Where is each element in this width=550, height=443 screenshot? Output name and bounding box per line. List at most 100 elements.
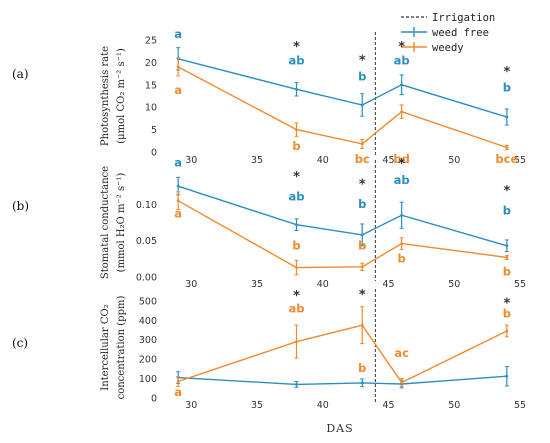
significance-letter: b [358, 238, 366, 252]
y-axis-title-line2: (μmol CO₂ m⁻² s⁻¹) [116, 48, 127, 144]
data-point [400, 110, 404, 114]
significance-letter: b [358, 197, 366, 211]
series-line [178, 375, 507, 386]
significance-star: * [293, 170, 300, 185]
y-tick-label: 200 [139, 355, 157, 366]
x-tick-label: 30 [185, 155, 197, 166]
data-point [360, 142, 364, 146]
significance-letter: a [174, 83, 182, 97]
significance-letter: ab [394, 173, 410, 187]
significance-letter: bc [355, 152, 370, 166]
legend-weedy-label: weedy [432, 42, 464, 54]
data-point [360, 265, 364, 269]
y-tick-label: 0.05 [136, 236, 157, 247]
x-tick-label: 35 [251, 279, 263, 290]
series-line [177, 185, 508, 247]
significance-letter: b [292, 238, 300, 252]
significance-letter: b [358, 361, 366, 375]
significance-letter: b [503, 306, 511, 320]
data-point [505, 255, 509, 259]
x-tick-label: 30 [185, 279, 197, 290]
significance-letter: b [358, 69, 366, 83]
data-point [505, 115, 509, 119]
series-line [177, 58, 508, 118]
x-tick-label: 50 [448, 279, 460, 290]
y-tick-label: 0.10 [136, 200, 157, 211]
significance-letter: b [503, 265, 511, 279]
y-tick-label: 10 [145, 103, 157, 114]
data-point [360, 381, 364, 385]
significance-letter: ab [394, 54, 410, 68]
y-tick-label: 15 [145, 80, 157, 91]
y-tick-label: 5 [151, 125, 157, 136]
x-tick-label: 55 [514, 279, 526, 290]
data-point [505, 146, 509, 149]
data-point [400, 242, 404, 245]
data-point [176, 65, 180, 69]
panel-b: (b) Stomatal conductance (mmol H₂O m⁻² s⁻¹… [12, 156, 526, 290]
significance-star: * [398, 40, 405, 55]
significance-star: * [359, 288, 366, 303]
x-tick-label: 55 [514, 400, 526, 411]
data-point [505, 244, 509, 248]
panel-a: (a) Photosynthesis rate (μmol CO₂ m⁻² s⁻¹)… [12, 27, 526, 166]
significance-star: * [359, 177, 366, 192]
data-point [400, 213, 404, 217]
data-point [176, 184, 180, 188]
x-tick-label: 30 [185, 400, 197, 411]
y-axis-title-line2: concentration (ppm) [116, 296, 127, 400]
series-line [177, 200, 507, 269]
significance-letter: a [174, 206, 182, 220]
data-point [400, 381, 404, 384]
significance-star: * [359, 54, 366, 69]
y-tick-label: 300 [139, 335, 157, 346]
x-tick-label: 40 [317, 400, 329, 411]
y-tick-label: 25 [145, 36, 157, 47]
significance-letter: a [174, 385, 182, 399]
x-tick-label: 35 [251, 155, 263, 166]
x-tick-label: 55 [514, 155, 526, 166]
data-point [295, 87, 298, 91]
x-tick-label: 45 [382, 279, 394, 290]
x-tick-label: 40 [317, 155, 329, 166]
series-line [177, 66, 508, 149]
y-tick-label: 400 [139, 316, 157, 327]
y-tick-label: 0 [151, 148, 157, 159]
legend-weed-free-label: weed free [432, 27, 489, 39]
data-point [295, 223, 298, 227]
x-tick-label: 40 [317, 279, 329, 290]
y-tick-label: 0.00 [136, 273, 157, 284]
y-axis-title-line1: Stomatal conductance [100, 166, 111, 279]
data-point [400, 83, 404, 87]
significance-letter: b [503, 204, 511, 218]
x-tick-label: 45 [382, 400, 394, 411]
significance-star: * [503, 65, 510, 80]
panel-c: (c) Intercellular CO₂ concentration (ppm) 0… [12, 288, 526, 411]
series-line [177, 324, 508, 384]
significance-letter: bd [393, 152, 409, 166]
significance-letter: ac [394, 346, 409, 360]
data-point [360, 233, 364, 237]
significance-letter: b [398, 251, 406, 265]
significance-letter: ab [288, 190, 304, 204]
data-point [295, 266, 298, 269]
x-axis-title: DAS [326, 422, 353, 435]
significance-star: * [503, 297, 510, 312]
panel-label: (a) [12, 67, 29, 81]
x-tick-label: 50 [448, 400, 460, 411]
significance-letter: bce [495, 152, 518, 166]
y-tick-label: 0 [151, 394, 157, 405]
data-point [360, 323, 364, 327]
data-point [295, 340, 298, 344]
y-tick-label: 20 [145, 58, 157, 69]
legend-irrigation-label: Irrigation [432, 12, 495, 24]
significance-letter: a [174, 27, 182, 41]
significance-letter: a [174, 156, 182, 170]
data-point [505, 329, 509, 333]
data-point [176, 380, 180, 383]
data-point [295, 128, 298, 132]
data-point [360, 103, 364, 107]
panel-label: (b) [12, 199, 29, 213]
significance-star: * [398, 157, 405, 172]
